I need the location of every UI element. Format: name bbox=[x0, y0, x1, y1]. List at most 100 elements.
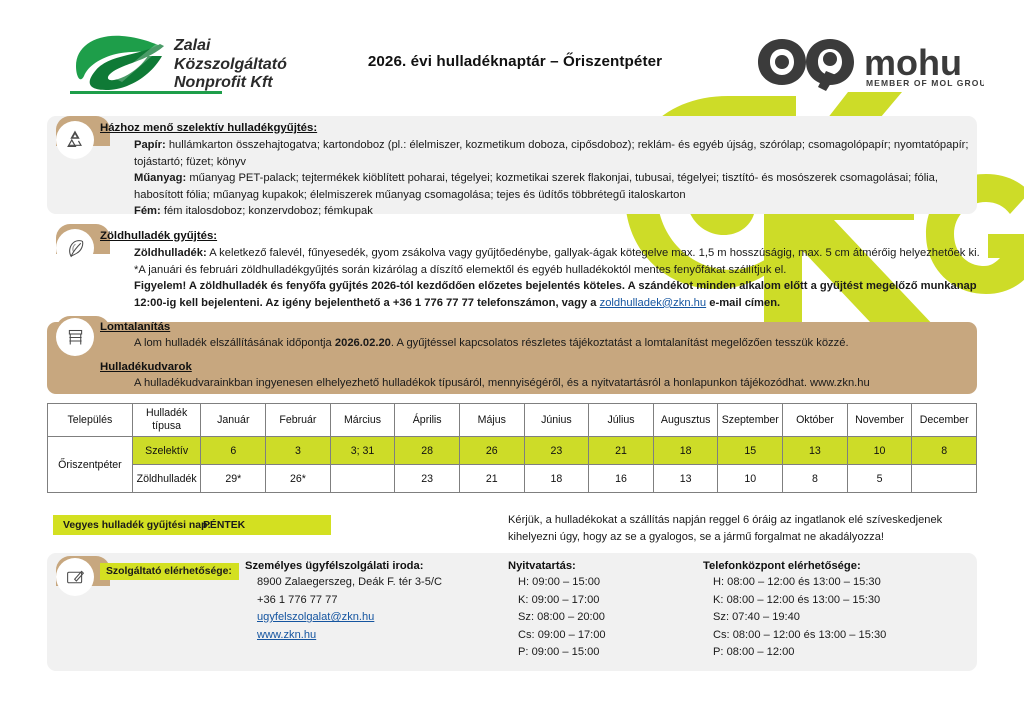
zoldhulladek-email-link[interactable]: zoldhulladek@zkn.hu bbox=[599, 296, 707, 309]
cell-green-feb: 26* bbox=[265, 464, 331, 493]
cell-selective-sep: 15 bbox=[717, 436, 784, 465]
office-phone: +36 1 776 77 77 bbox=[257, 593, 338, 606]
office-email-link[interactable]: ugyfelszolgalat@zkn.hu bbox=[257, 611, 375, 624]
green-waste-label: Zöldhulladék: bbox=[134, 247, 207, 259]
cell-green-apr: 23 bbox=[394, 464, 460, 493]
mohu-logo: mohu MEMBER OF MOL GROUP bbox=[756, 33, 992, 91]
hours-mon: H: 09:00 – 15:00 bbox=[518, 576, 601, 588]
page-title: 2026. évi hulladéknaptár – Őriszentpéter bbox=[367, 53, 663, 70]
col-header-may: Május bbox=[458, 403, 525, 437]
cell-selective-jan: 6 bbox=[200, 436, 267, 465]
mixed-waste-label: Vegyes hulladék gyűjtési nap: bbox=[63, 519, 211, 531]
placement-instruction-note: Kérjük, a hulladékokat a szállítás napjá… bbox=[508, 514, 943, 544]
section-green-content: Zöldhulladék gyűjtés: Zöldhulladék: A ke… bbox=[100, 230, 980, 311]
bulky-body-b: . A gyűjtéssel kapcsolatos részletes táj… bbox=[390, 337, 849, 349]
cell-selective-apr: 28 bbox=[394, 436, 460, 465]
selective-plastic-row: Műanyag: műanyag PET-palack; tejtermékek… bbox=[100, 170, 980, 203]
section-yards-title: Hulladékudvarok bbox=[100, 360, 192, 373]
cell-town: Őriszentpéter bbox=[47, 436, 133, 493]
plastic-label: Műanyag: bbox=[134, 172, 187, 185]
metal-text: fém italosdoboz; konzervdoboz; fémkupak bbox=[160, 205, 373, 218]
section-bulky-content: Lomtalanítás A lom hulladék elszállításá… bbox=[100, 321, 980, 391]
col-header-dec: December bbox=[911, 403, 977, 437]
table-row: Zöldhulladék 29* 26* 23 21 18 16 13 10 8… bbox=[48, 464, 977, 493]
mohu-tagline: MEMBER OF MOL GROUP bbox=[866, 78, 984, 88]
bulky-body-a: A lom hulladék elszállításának időpontja bbox=[134, 337, 335, 349]
col-header-jul: Július bbox=[588, 403, 654, 437]
mohu-wordmark: mohu bbox=[864, 42, 962, 83]
section-green-title: Zöldhulladék gyűjtés: bbox=[100, 230, 218, 242]
cell-green-jun: 18 bbox=[523, 464, 590, 493]
col-header-type: Hulladék típusa bbox=[131, 403, 202, 437]
zalai-kozszolgaltato-logo: Zalai Közszolgáltató Nonprofit Kft bbox=[70, 32, 360, 94]
selective-metal-row: Fém: fém italosdoboz; konzervdoboz; fémk… bbox=[100, 203, 980, 220]
cell-green-nov: 5 bbox=[846, 464, 913, 493]
callcenter-mon: H: 08:00 – 12:00 és 13:00 – 15:30 bbox=[713, 576, 881, 588]
bulky-date: 2026.02.20 bbox=[334, 337, 391, 349]
opening-hours-column: Nyitvatartás: H: 09:00 – 15:00 K: 09:00 … bbox=[508, 560, 698, 662]
bulky-body: A lom hulladék elszállításának időpontja… bbox=[100, 335, 980, 352]
green-waste-text: A keletkező falevél, fűnyesedék, gyom zs… bbox=[206, 247, 980, 259]
col-header-jan: Január bbox=[200, 403, 267, 437]
call-center-column: Telefonközpont elérhetősége: H: 08:00 – … bbox=[703, 560, 983, 662]
logo-line-3: Nonprofit Kft bbox=[174, 74, 273, 91]
callcenter-wed: Sz: 07:40 – 19:40 bbox=[713, 611, 800, 624]
selective-paper-row: Papír: hullámkarton összehajtogatva; kar… bbox=[100, 137, 980, 170]
logo-line-1: Zalai bbox=[173, 37, 211, 54]
section-selective-content: Házhoz menő szelektív hulladékgyűjtés: P… bbox=[100, 122, 980, 220]
office-address: 8900 Zalaegerszeg, Deák F. tér 3-5/C bbox=[257, 576, 442, 588]
col-header-nov: November bbox=[846, 403, 913, 437]
office-web-link[interactable]: www.zkn.hu bbox=[257, 628, 317, 641]
cell-selective-jun: 23 bbox=[523, 436, 590, 465]
hours-wed: Sz: 08:00 – 20:00 bbox=[518, 611, 605, 624]
col-header-apr: Április bbox=[394, 403, 460, 437]
document-header: Zalai Közszolgáltató Nonprofit Kft 2026.… bbox=[0, 0, 1024, 105]
plastic-text: műanyag PET-palack; tejtermékek kiöblíte… bbox=[134, 172, 938, 201]
logo-line-2: Közszolgáltató bbox=[174, 56, 287, 73]
provider-contact-badge: Szolgáltató elérhetősége: bbox=[100, 563, 239, 580]
cell-selective-jul: 21 bbox=[588, 436, 654, 465]
recycle-icon bbox=[56, 121, 94, 159]
cell-type-green: Zöldhulladék bbox=[131, 464, 202, 493]
cell-green-jul: 16 bbox=[588, 464, 654, 493]
cell-green-dec bbox=[911, 464, 977, 493]
cell-selective-nov: 10 bbox=[846, 436, 913, 465]
cell-selective-mar: 3; 31 bbox=[329, 436, 396, 465]
call-center-heading: Telefonközpont elérhetősége: bbox=[703, 560, 861, 572]
table-header-row: Település Hulladék típusa Január Február… bbox=[47, 403, 977, 437]
cell-green-jan: 29* bbox=[200, 464, 267, 493]
mixed-waste-value: PÉNTEK bbox=[203, 519, 246, 531]
cell-green-oct: 8 bbox=[782, 464, 848, 493]
callcenter-thu: Cs: 08:00 – 12:00 és 13:00 – 15:30 bbox=[713, 628, 887, 641]
cell-selective-feb: 3 bbox=[265, 436, 331, 465]
callcenter-tue: K: 08:00 – 12:00 és 13:00 – 15:30 bbox=[713, 593, 881, 606]
callcenter-fri: P: 08:00 – 12:00 bbox=[713, 646, 795, 659]
office-column: Személyes ügyfélszolgálati iroda: 8900 Z… bbox=[245, 560, 495, 644]
cell-selective-oct: 13 bbox=[782, 436, 848, 465]
leaf-bag-icon bbox=[56, 229, 94, 267]
col-header-feb: Február bbox=[265, 403, 331, 437]
yards-body: A hulladékudvarainkban ingyenesen elhely… bbox=[134, 376, 870, 389]
opening-hours-heading: Nyitvatartás: bbox=[508, 560, 576, 572]
cell-green-mar bbox=[329, 464, 396, 493]
cell-type-selective: Szelektív bbox=[131, 436, 202, 465]
green-waste-row: Zöldhulladék: A keletkező falevél, fűnye… bbox=[100, 245, 980, 262]
cell-green-may: 21 bbox=[458, 464, 525, 493]
col-header-town: Település bbox=[47, 403, 133, 437]
contact-card-icon bbox=[56, 558, 94, 596]
col-header-jun: Június bbox=[523, 403, 590, 437]
col-header-aug: Augusztus bbox=[652, 403, 719, 437]
green-waste-warning: Figyelem! A zöldhulladék és fenyőfa gyűj… bbox=[100, 278, 980, 311]
section-bulky-title: Lomtalanítás bbox=[100, 321, 171, 333]
hours-fri: P: 09:00 – 15:00 bbox=[518, 646, 600, 659]
col-header-mar: Március bbox=[329, 403, 396, 437]
table-row: Őriszentpéter Szelektív 6 3 3; 31 28 26 … bbox=[47, 436, 977, 493]
green-waste-warning-text: Figyelem! A zöldhulladék és fenyőfa gyűj… bbox=[134, 280, 977, 309]
waste-calendar-table: Település Hulladék típusa Január Február… bbox=[47, 403, 977, 493]
metal-label: Fém: bbox=[134, 205, 161, 218]
section-selective-title: Házhoz menő szelektív hulladékgyűjtés: bbox=[100, 122, 318, 134]
cell-selective-dec: 8 bbox=[911, 436, 977, 465]
cell-selective-may: 26 bbox=[458, 436, 525, 465]
cell-selective-aug: 18 bbox=[652, 436, 719, 465]
green-waste-footnote: *A januári és februári zöldhulladékgyűjt… bbox=[134, 263, 787, 276]
